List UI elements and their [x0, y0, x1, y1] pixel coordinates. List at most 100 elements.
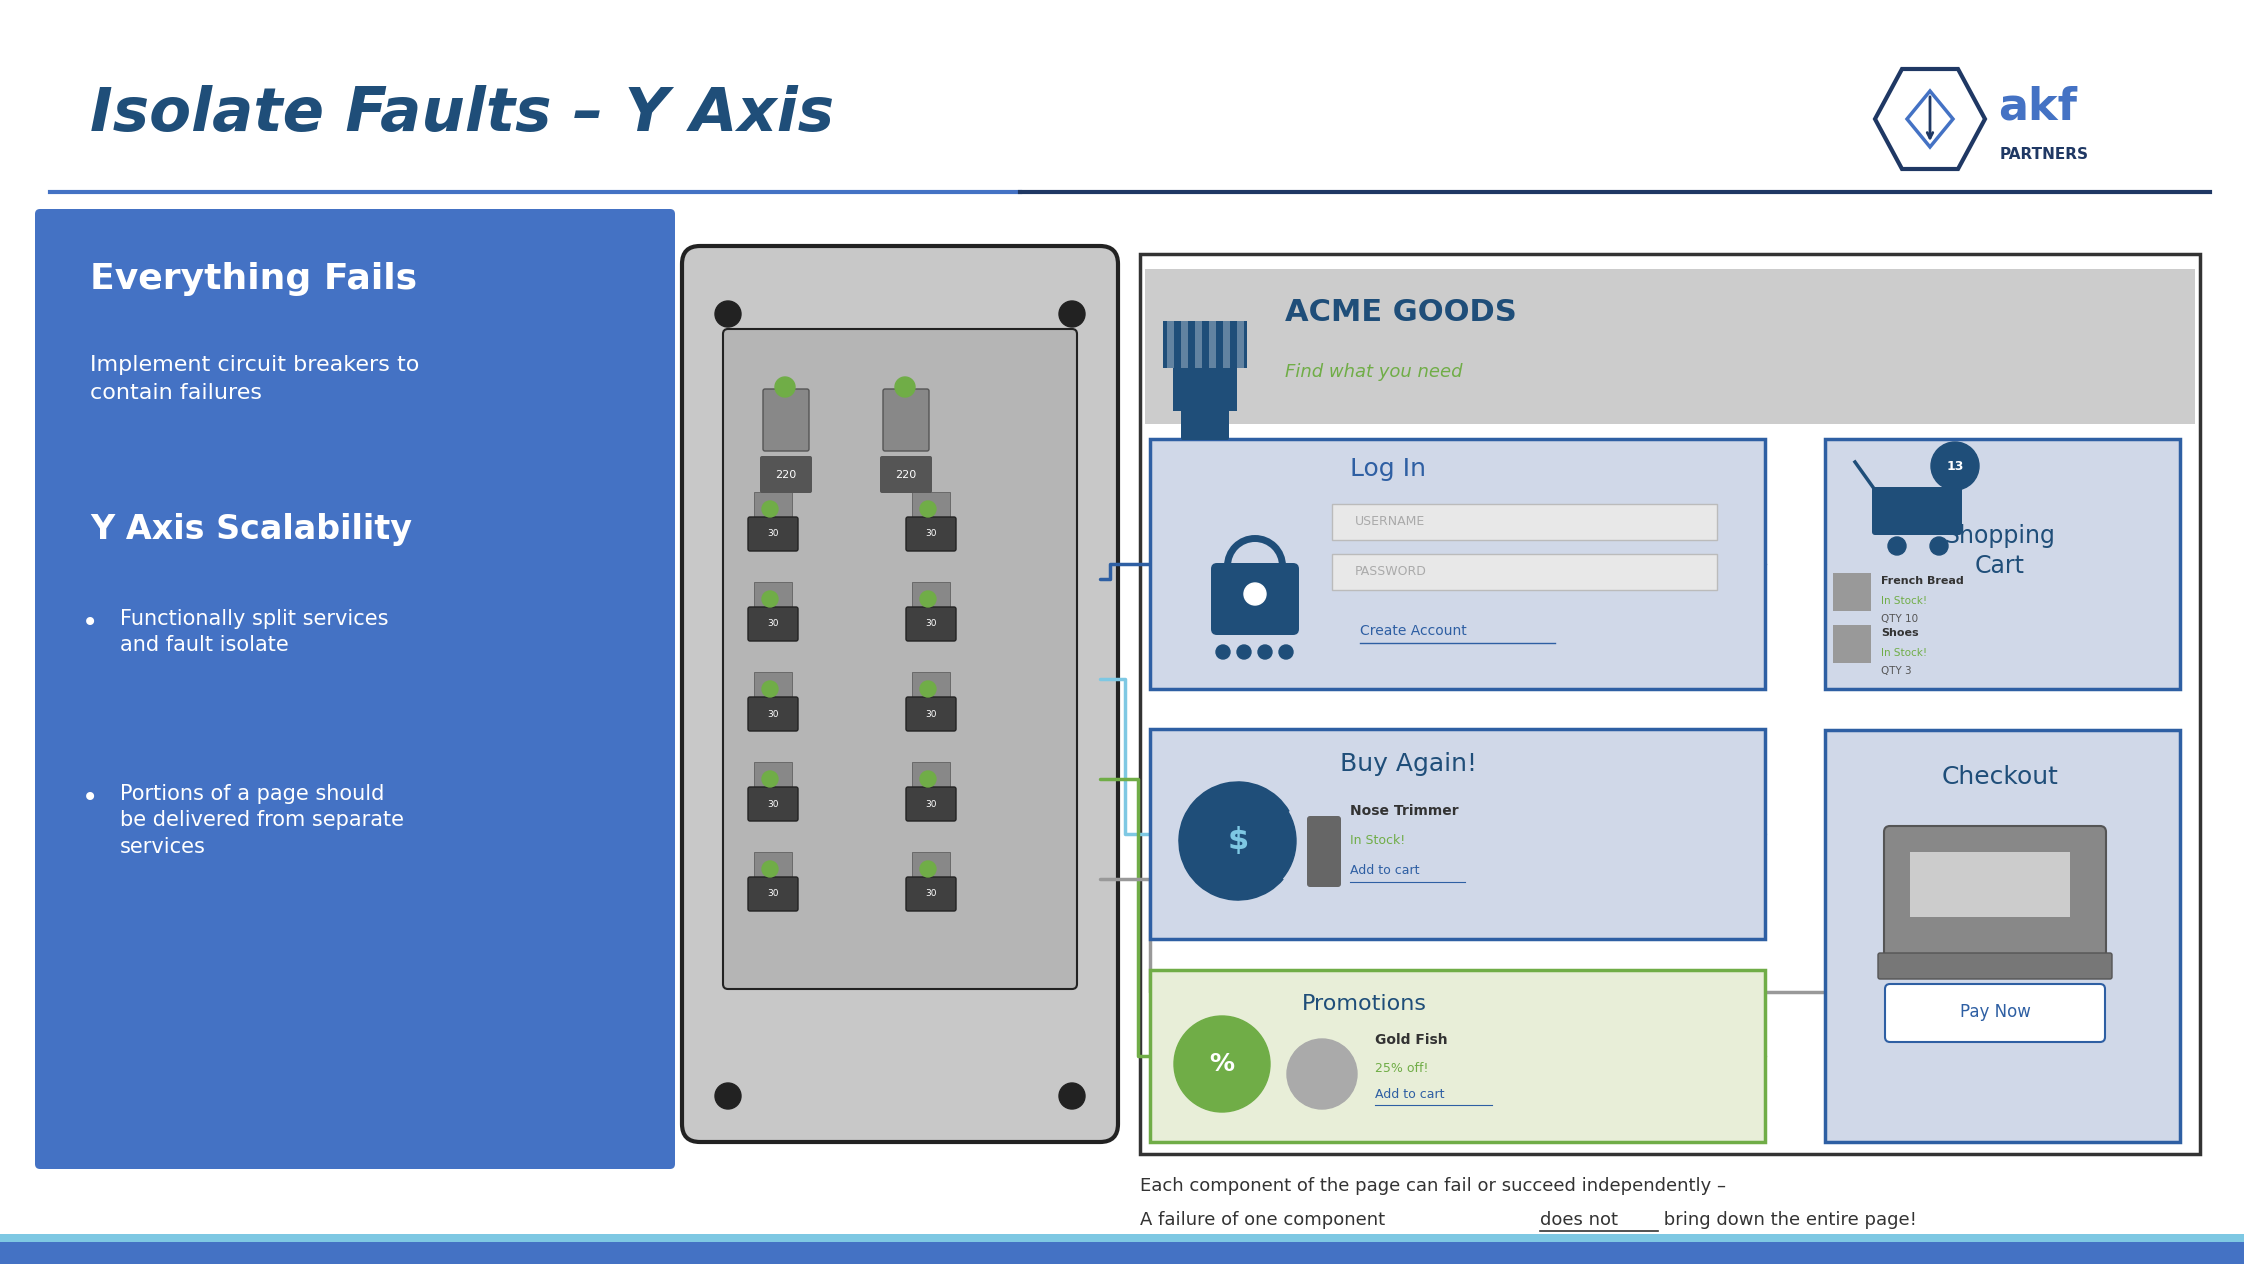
FancyBboxPatch shape	[1144, 269, 2195, 423]
Text: A failure of one component: A failure of one component	[1140, 1211, 1391, 1229]
Text: 30: 30	[767, 619, 779, 628]
Text: Shopping
Cart: Shopping Cart	[1946, 525, 2056, 578]
Text: 220: 220	[895, 470, 916, 480]
FancyBboxPatch shape	[1212, 562, 1299, 635]
Circle shape	[763, 592, 779, 607]
FancyBboxPatch shape	[747, 517, 799, 551]
FancyBboxPatch shape	[1824, 731, 2179, 1141]
FancyBboxPatch shape	[907, 787, 956, 822]
Circle shape	[1174, 1016, 1270, 1112]
FancyBboxPatch shape	[1885, 983, 2105, 1042]
Polygon shape	[1162, 321, 1248, 368]
Text: does not: does not	[1539, 1211, 1618, 1229]
FancyBboxPatch shape	[754, 852, 792, 880]
Text: 30: 30	[767, 890, 779, 899]
Text: USERNAME: USERNAME	[1355, 514, 1425, 527]
Circle shape	[920, 771, 936, 787]
Text: Log In: Log In	[1351, 458, 1425, 482]
FancyBboxPatch shape	[1174, 367, 1236, 411]
Text: Promotions: Promotions	[1302, 994, 1427, 1014]
FancyBboxPatch shape	[1833, 573, 1871, 611]
Circle shape	[1216, 645, 1230, 659]
Text: Portions of a page should
be delivered from separate
services: Portions of a page should be delivered f…	[119, 784, 404, 857]
Circle shape	[920, 681, 936, 696]
Circle shape	[1930, 537, 1948, 555]
FancyBboxPatch shape	[747, 787, 799, 822]
FancyBboxPatch shape	[911, 672, 949, 700]
Text: Nose Trimmer: Nose Trimmer	[1351, 804, 1459, 818]
FancyBboxPatch shape	[882, 389, 929, 451]
Text: bring down the entire page!: bring down the entire page!	[1658, 1211, 1916, 1229]
Circle shape	[1932, 442, 1979, 490]
FancyBboxPatch shape	[1333, 504, 1717, 540]
Text: Shoes: Shoes	[1880, 628, 1919, 638]
Circle shape	[774, 377, 794, 397]
Circle shape	[1243, 583, 1266, 605]
FancyBboxPatch shape	[754, 492, 792, 520]
Text: •: •	[83, 784, 99, 811]
Circle shape	[763, 681, 779, 696]
Text: Each component of the page can fail or succeed independently –: Each component of the page can fail or s…	[1140, 1177, 1726, 1194]
FancyBboxPatch shape	[1871, 487, 1961, 535]
Text: 30: 30	[925, 890, 936, 899]
Circle shape	[763, 771, 779, 787]
Circle shape	[1259, 645, 1272, 659]
Text: Buy Again!: Buy Again!	[1340, 752, 1477, 776]
Text: Pay Now: Pay Now	[1959, 1004, 2031, 1021]
Circle shape	[895, 377, 916, 397]
FancyBboxPatch shape	[1167, 321, 1174, 368]
FancyBboxPatch shape	[1885, 825, 2107, 963]
Circle shape	[1059, 1083, 1086, 1109]
FancyBboxPatch shape	[1196, 321, 1203, 368]
FancyBboxPatch shape	[911, 581, 949, 611]
Circle shape	[763, 501, 779, 517]
FancyBboxPatch shape	[911, 852, 949, 880]
Text: Y Axis Scalability: Y Axis Scalability	[90, 512, 413, 546]
Circle shape	[1887, 537, 1905, 555]
FancyBboxPatch shape	[1210, 321, 1216, 368]
FancyBboxPatch shape	[723, 329, 1077, 988]
FancyBboxPatch shape	[1149, 439, 1766, 689]
FancyBboxPatch shape	[911, 492, 949, 520]
FancyBboxPatch shape	[747, 877, 799, 911]
Text: French Bread: French Bread	[1880, 576, 1964, 586]
Text: 25% off!: 25% off!	[1376, 1062, 1429, 1074]
FancyBboxPatch shape	[1833, 624, 1871, 664]
Circle shape	[1288, 1039, 1358, 1109]
FancyBboxPatch shape	[1333, 554, 1717, 590]
Text: In Stock!: In Stock!	[1880, 648, 1928, 659]
Text: PARTNERS: PARTNERS	[1999, 147, 2089, 162]
FancyBboxPatch shape	[1140, 254, 2199, 1154]
Text: In Stock!: In Stock!	[1880, 597, 1928, 605]
Text: $: $	[1227, 827, 1248, 856]
FancyBboxPatch shape	[747, 696, 799, 731]
Text: Functionally split services
and fault isolate: Functionally split services and fault is…	[119, 609, 388, 656]
FancyBboxPatch shape	[763, 389, 810, 451]
FancyBboxPatch shape	[754, 672, 792, 700]
Text: QTY 3: QTY 3	[1880, 666, 1912, 676]
Text: Find what you need: Find what you need	[1286, 363, 1463, 380]
FancyBboxPatch shape	[1236, 321, 1243, 368]
Text: 30: 30	[767, 800, 779, 809]
FancyBboxPatch shape	[907, 517, 956, 551]
FancyBboxPatch shape	[1180, 408, 1230, 440]
FancyBboxPatch shape	[0, 1234, 2244, 1243]
Text: 220: 220	[776, 470, 797, 480]
FancyBboxPatch shape	[36, 209, 675, 1169]
FancyBboxPatch shape	[1149, 729, 1766, 939]
FancyBboxPatch shape	[761, 456, 812, 493]
Text: PASSWORD: PASSWORD	[1355, 565, 1427, 578]
Text: Gold Fish: Gold Fish	[1376, 1033, 1447, 1047]
FancyBboxPatch shape	[1910, 852, 2069, 916]
Text: QTY 10: QTY 10	[1880, 614, 1919, 624]
Circle shape	[920, 501, 936, 517]
Circle shape	[1236, 645, 1250, 659]
FancyBboxPatch shape	[1149, 969, 1766, 1141]
Text: Create Account: Create Account	[1360, 624, 1468, 638]
FancyBboxPatch shape	[747, 607, 799, 641]
FancyBboxPatch shape	[1824, 439, 2179, 689]
FancyBboxPatch shape	[1878, 953, 2112, 980]
Text: Isolate Faults – Y Axis: Isolate Faults – Y Axis	[90, 85, 835, 144]
FancyBboxPatch shape	[907, 696, 956, 731]
Circle shape	[716, 1083, 741, 1109]
